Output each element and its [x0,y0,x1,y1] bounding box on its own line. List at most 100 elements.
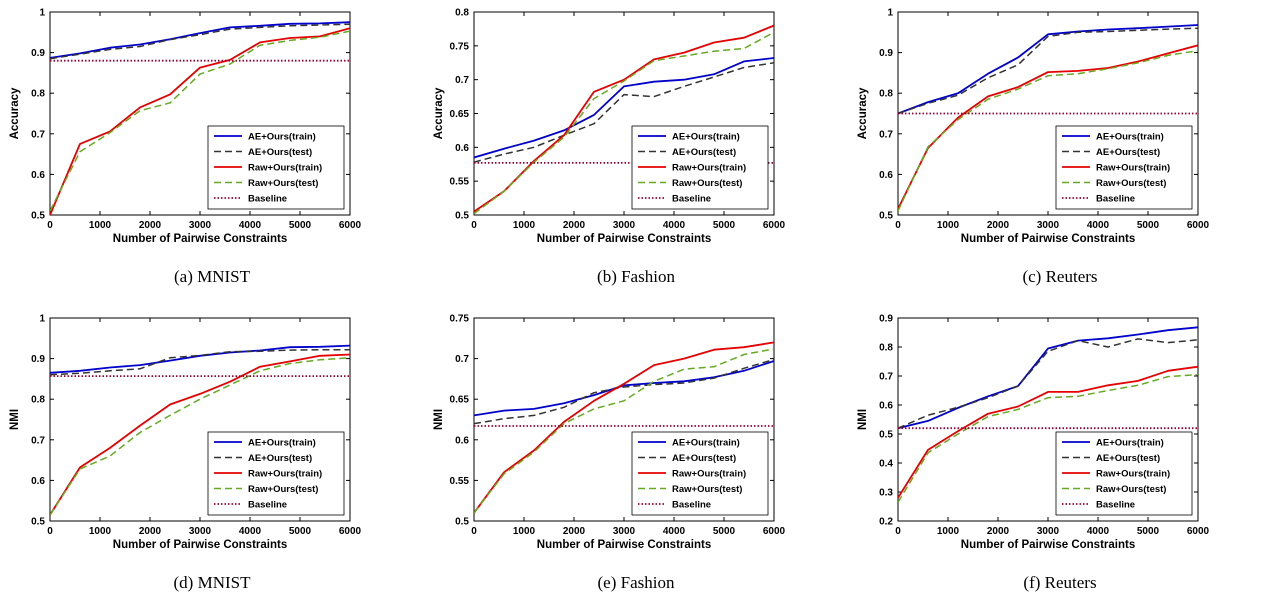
y-tick-label: 0.4 [879,459,893,470]
legend-label: Baseline [1096,194,1135,205]
legend-label: Raw+Ours(test) [248,178,318,189]
series-line-raw-ours-test [474,348,774,514]
legend-label: Baseline [1096,500,1135,511]
x-tick-label: 3000 [613,526,636,537]
legend-label: AE+Ours(train) [672,132,740,143]
legend: AE+Ours(train) AE+Ours(test) Raw+Ours(trai… [207,125,345,210]
x-tick-label: 1000 [89,220,112,231]
x-tick-label: 6000 [763,220,786,231]
x-tick-label: 4000 [239,220,262,231]
series-line-raw-ours-test [50,357,350,516]
series-line-ae-ours-test [898,338,1198,429]
subfigure-caption: (a) MNIST [174,267,251,286]
chart-svg-c: 0 1000 2000 3000 4000 5000 6000 0.5 0.6 0.7 0.8 0.9… [857,8,1210,287]
y-axis-label: Accuracy [9,87,21,139]
series-line-ae-ours-test [898,27,1198,115]
y-tick-label: 0.5 [455,211,469,222]
legend: AE+Ours(train) AE+Ours(test) Raw+Ours(trai… [631,431,769,516]
x-tick-label: 2000 [563,220,586,231]
x-tick-label: 3000 [189,220,212,231]
legend-label: AE+Ours(test) [248,453,312,464]
chart-svg-e: 0 1000 2000 3000 4000 5000 6000 0.5 0.55 0.6 0.65 0… [433,314,786,593]
x-tick-label: 3000 [613,220,636,231]
y-tick-label: 1 [39,8,45,19]
y-tick-label: 0.75 [450,314,470,325]
y-tick-label: 0.8 [879,89,893,100]
x-tick-label: 2000 [139,526,162,537]
x-tick-label: 5000 [713,526,736,537]
y-tick-label: 0.7 [879,129,893,140]
y-tick-label: 0.5 [31,211,45,222]
y-tick-label: 0.6 [879,170,893,181]
x-tick-label: 6000 [1187,526,1210,537]
y-tick-label: 0.75 [450,41,470,52]
x-tick-label: 0 [47,220,53,231]
x-axis-label: Number of Pairwise Constraints [961,539,1135,551]
y-tick-label: 0.7 [455,354,469,365]
series-line-ae-ours-train [474,57,774,159]
legend-label: Baseline [248,500,287,511]
chart-panel-d: 0 1000 2000 3000 4000 5000 6000 0.5 0.6 0.7 0.8 0.9… [0,306,424,611]
x-tick-label: 1000 [937,526,960,537]
subfigure-caption: (b) Fashion [597,267,675,286]
y-tick-label: 0.6 [455,143,469,154]
x-axis-label: Number of Pairwise Constraints [113,233,287,245]
y-axis-label: Accuracy [857,87,869,139]
x-tick-label: 4000 [1087,220,1110,231]
series-line-raw-ours-train [50,353,350,516]
legend-label: AE+Ours(test) [1096,147,1160,158]
series-line-ae-ours-train [898,24,1198,115]
y-axis-label: NMI [433,409,445,430]
chart-svg-b: 0 1000 2000 3000 4000 5000 6000 0.5 0.55 0.6 0.65 0… [433,8,786,287]
x-tick-label: 4000 [663,220,686,231]
legend-label: AE+Ours(test) [672,453,736,464]
legend-label: Baseline [248,194,287,205]
y-tick-label: 0.9 [879,48,893,59]
y-tick-label: 0.3 [879,488,893,499]
y-tick-label: 0.5 [879,211,893,222]
legend: AE+Ours(train) AE+Ours(test) Raw+Ours(trai… [1055,125,1193,210]
y-tick-label: 0.5 [31,517,45,528]
legend-label: AE+Ours(train) [248,132,316,143]
y-tick-label: 0.9 [31,48,45,59]
subfigure-caption: (f) Reuters [1023,573,1096,592]
series-group [898,326,1198,503]
legend-label: Raw+Ours(train) [248,163,322,174]
chart-svg-a: 0 1000 2000 3000 4000 5000 6000 0.5 0.6 0.7 0.8 0.9… [9,8,362,287]
legend-label: Raw+Ours(test) [1096,178,1166,189]
series-group [898,24,1198,212]
series-line-raw-ours-train [898,44,1198,210]
x-tick-label: 0 [47,526,53,537]
y-tick-label: 0.7 [879,372,893,383]
legend-label: AE+Ours(train) [1096,438,1164,449]
x-tick-label: 3000 [1037,220,1060,231]
series-line-ae-ours-train [50,21,350,59]
legend-label: AE+Ours(test) [248,147,312,158]
series-line-raw-ours-test [898,49,1198,212]
x-tick-label: 0 [471,526,477,537]
series-group [50,21,350,215]
y-tick-label: 0.7 [31,129,45,140]
legend: AE+Ours(train) AE+Ours(test) Raw+Ours(trai… [1055,431,1193,516]
y-tick-label: 0.6 [31,476,45,487]
series-line-ae-ours-test [50,348,350,376]
x-axis-label: Number of Pairwise Constraints [537,539,711,551]
series-group [50,344,350,516]
x-tick-label: 2000 [139,220,162,231]
x-tick-label: 6000 [763,526,786,537]
legend-label: AE+Ours(train) [672,438,740,449]
y-tick-label: 0.55 [450,177,470,188]
legend-label: Raw+Ours(test) [672,484,742,495]
y-tick-label: 0.65 [450,395,470,406]
series-line-raw-ours-test [474,31,774,215]
x-tick-label: 5000 [1137,220,1160,231]
x-tick-label: 4000 [1087,526,1110,537]
x-tick-label: 3000 [1037,526,1060,537]
x-axis-label: Number of Pairwise Constraints [961,233,1135,245]
y-tick-label: 0.8 [31,395,45,406]
y-tick-label: 0.5 [879,430,893,441]
x-tick-label: 5000 [289,220,312,231]
y-tick-label: 0.7 [31,435,45,446]
chart-svg-f: 0 1000 2000 3000 4000 5000 6000 0.2 0.3 0.4 0.5 0.6… [857,314,1210,593]
legend-label: Raw+Ours(train) [672,163,746,174]
